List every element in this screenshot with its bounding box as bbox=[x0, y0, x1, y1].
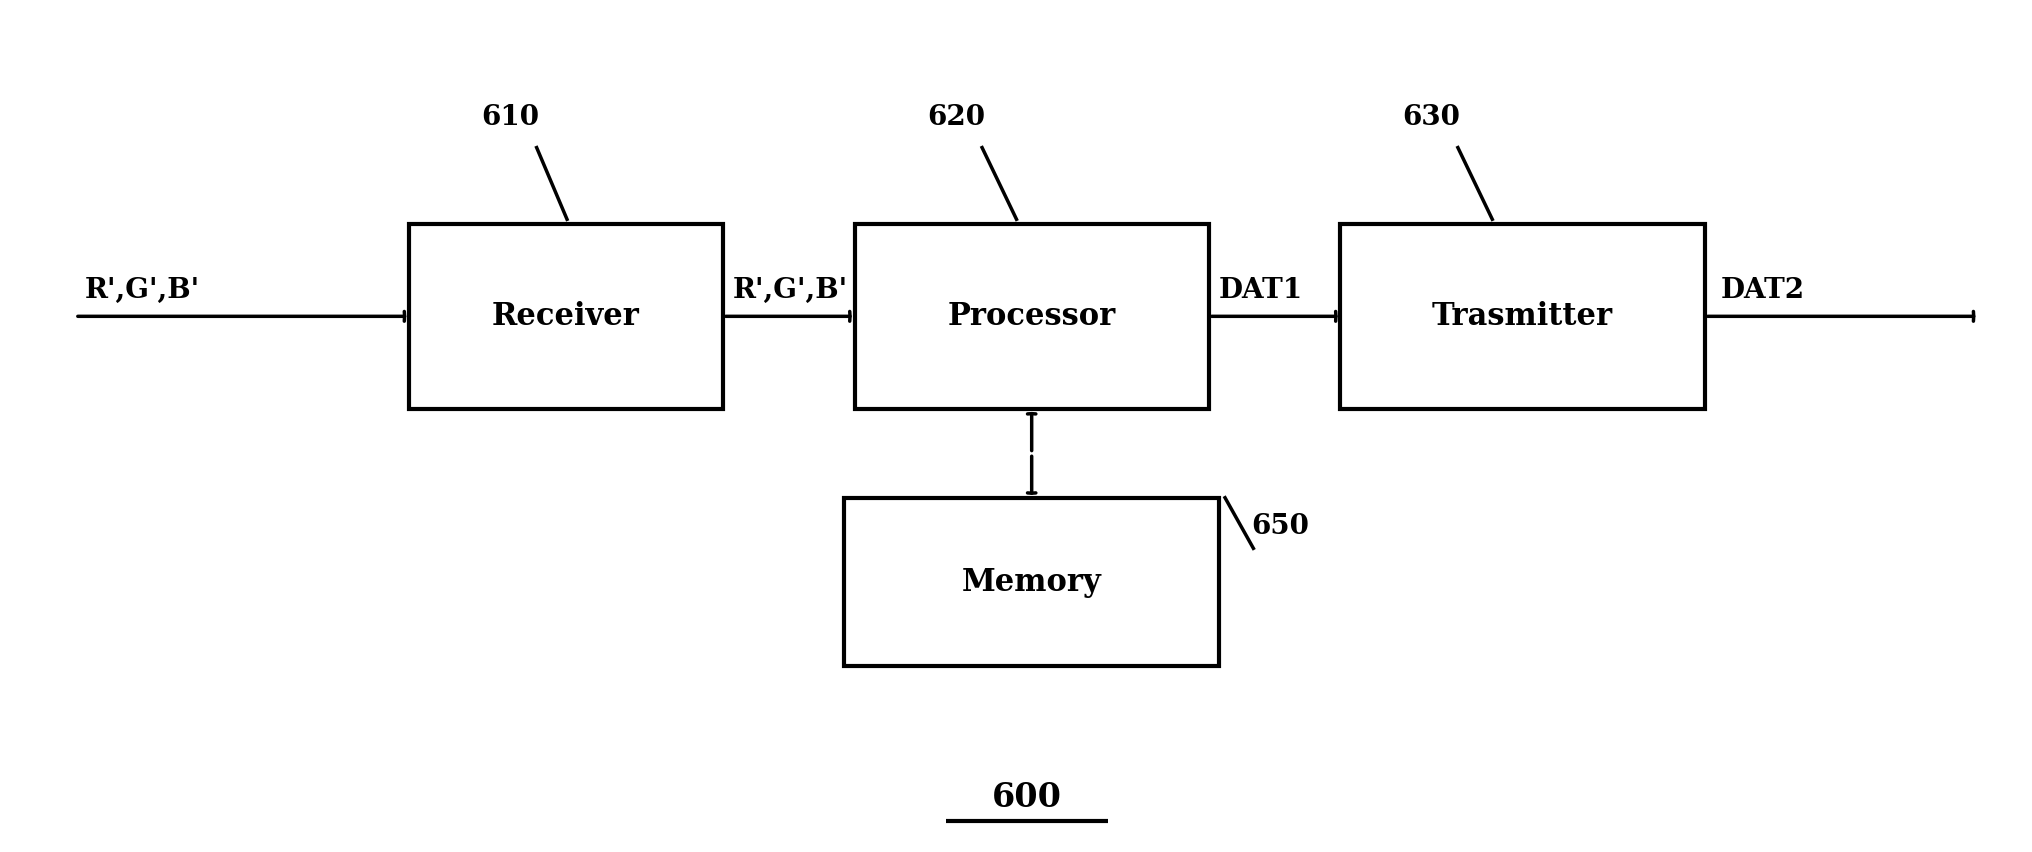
Text: Trasmitter: Trasmitter bbox=[1431, 301, 1613, 331]
Text: R',G',B': R',G',B' bbox=[734, 277, 847, 303]
Bar bbox=[843, 498, 1219, 666]
Text: DAT2: DAT2 bbox=[1721, 277, 1804, 303]
Text: 620: 620 bbox=[927, 104, 983, 130]
Bar bbox=[853, 223, 1209, 409]
Text: Receiver: Receiver bbox=[492, 301, 640, 331]
Text: 630: 630 bbox=[1402, 104, 1459, 130]
Bar bbox=[408, 223, 723, 409]
Text: 600: 600 bbox=[992, 780, 1061, 814]
Text: 610: 610 bbox=[482, 104, 538, 130]
Text: Processor: Processor bbox=[947, 301, 1116, 331]
Text: R',G',B': R',G',B' bbox=[85, 277, 201, 303]
Text: Memory: Memory bbox=[961, 567, 1101, 597]
Text: DAT1: DAT1 bbox=[1219, 277, 1303, 303]
Bar bbox=[1339, 223, 1705, 409]
Text: 650: 650 bbox=[1250, 513, 1309, 540]
